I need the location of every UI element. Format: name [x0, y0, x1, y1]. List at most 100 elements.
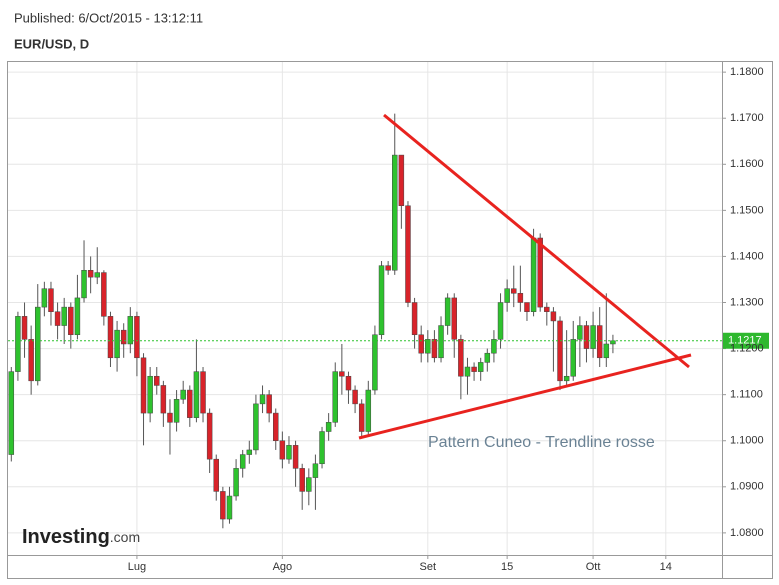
candle-body [570, 339, 576, 377]
candle-body [365, 389, 372, 432]
x-tick-label: 15 [501, 561, 513, 573]
y-tick-label: 1.1400 [730, 250, 764, 262]
candle-body [120, 329, 127, 345]
candle-body [239, 454, 246, 469]
candle-body [61, 306, 67, 326]
candle-body [200, 371, 206, 414]
logo-main: Investing [22, 526, 110, 548]
candle-body [253, 403, 259, 451]
x-tick-label: Lug [128, 561, 146, 573]
y-tick-label: 1.1600 [730, 158, 764, 170]
logo: Investing.com [22, 526, 140, 548]
symbol: EUR/USD, D [14, 36, 89, 51]
candle-body [524, 302, 530, 312]
candle-body [372, 334, 378, 391]
y-tick-label: 1.1200 [730, 342, 764, 354]
x-tick-label: Ott [586, 561, 601, 573]
candle-body [114, 329, 120, 359]
candle-body [147, 375, 153, 414]
candle-body [577, 325, 583, 340]
x-tick-label: 14 [660, 561, 672, 573]
candle-body [299, 468, 305, 492]
trendline-upper [383, 113, 690, 369]
candle-body [134, 316, 140, 359]
candle-body [94, 272, 100, 278]
candle-body [497, 302, 504, 340]
candles [8, 113, 616, 529]
candle-body [140, 357, 147, 414]
candle-body [325, 422, 332, 432]
candle-body [418, 334, 424, 354]
candle-body [425, 339, 431, 354]
candle-body [193, 371, 200, 418]
candle-body [101, 272, 107, 317]
candle-body [246, 449, 253, 455]
candle-body [127, 316, 134, 345]
candle-body [319, 431, 325, 465]
candle-body [550, 311, 557, 322]
y-tick-label: 1.1700 [730, 112, 764, 124]
y-tick-label: 1.1300 [730, 296, 764, 308]
candle-body [87, 270, 94, 278]
candle-body [226, 495, 233, 520]
candle-body [511, 288, 517, 294]
x-tick-label: Set [420, 561, 437, 573]
candle-body [206, 412, 213, 460]
candle-body [471, 366, 477, 372]
candle-body [484, 352, 491, 363]
candle-body [596, 325, 603, 359]
x-tick-label: Ago [273, 561, 293, 573]
candle-body [54, 311, 61, 326]
candle-body [392, 154, 398, 271]
candle-body [220, 491, 226, 520]
trendline-lower [358, 353, 692, 440]
candle-body [339, 371, 345, 377]
candle-body [187, 389, 193, 418]
candle-body [180, 389, 186, 400]
candle-body [332, 371, 338, 423]
candle-body [444, 297, 451, 326]
published: Published: 6/Oct/2015 - 13:12:11 [14, 10, 203, 25]
candle-body [438, 325, 444, 359]
price-tag: 1.1217 [8, 332, 769, 349]
y-tick-label: 1.1100 [730, 389, 763, 401]
candle-body [154, 375, 160, 386]
candle-body [107, 316, 114, 359]
candle-body [286, 445, 292, 460]
candle-body [15, 316, 21, 372]
candle-body [28, 339, 34, 382]
y-tick-label: 1.1500 [730, 204, 764, 216]
candle-body [378, 265, 385, 336]
candle-body [279, 440, 286, 460]
logo-suffix: .com [110, 529, 140, 545]
candle-body [451, 297, 457, 340]
candle-body [312, 463, 319, 478]
last-price-label: 1.1217 [728, 335, 762, 347]
candle-body [517, 293, 524, 303]
candle-body [464, 366, 471, 377]
candle-body [81, 270, 87, 299]
candle-body [292, 445, 299, 469]
candle-body [458, 339, 464, 377]
candle-body [21, 316, 28, 340]
candle-body [345, 375, 352, 391]
candle-body [48, 288, 54, 312]
candle-body [583, 325, 590, 349]
candle-body [563, 375, 570, 382]
annotation: Pattern Cuneo - Trendline rosse [428, 434, 655, 451]
candle-body [8, 371, 15, 455]
candle-body [530, 237, 537, 312]
candle-body [352, 389, 358, 405]
candle-body [35, 306, 41, 382]
candle-body [590, 325, 596, 349]
candle-body [259, 394, 266, 405]
candle-body [491, 339, 497, 354]
candle-body [431, 339, 438, 359]
frame [7, 61, 773, 579]
candle-body [167, 412, 173, 423]
candle-body [398, 154, 405, 207]
candle-body [411, 302, 418, 336]
candle-body [306, 477, 312, 492]
candle-body [405, 205, 411, 303]
